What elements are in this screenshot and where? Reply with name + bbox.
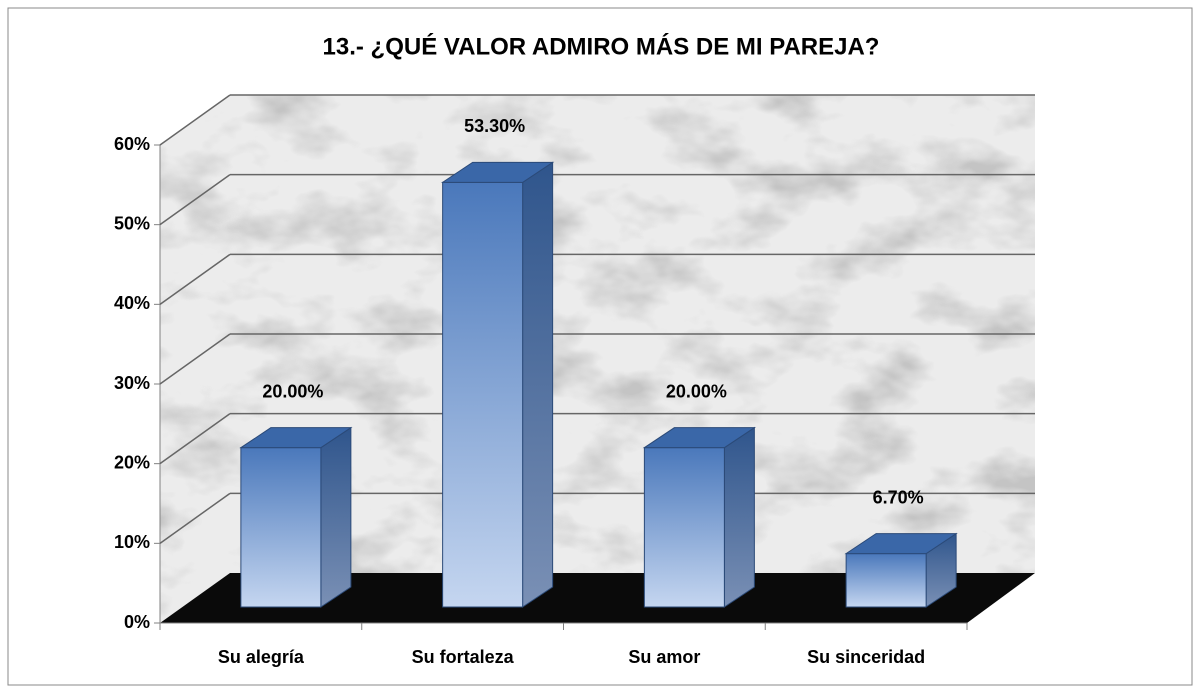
bar-side xyxy=(320,426,352,608)
grid-line xyxy=(159,94,231,146)
chart-title: 13.- ¿QUÉ VALOR ADMIRO MÁS DE MI PAREJA? xyxy=(323,32,880,60)
y-tick-label: 30% xyxy=(114,373,150,393)
grid-line xyxy=(159,413,231,465)
bar-top xyxy=(844,533,958,555)
y-tick-label: 10% xyxy=(114,532,150,552)
y-tick-label: 0% xyxy=(124,612,150,632)
bar-side xyxy=(723,426,755,608)
data-label: 20.00% xyxy=(666,381,727,401)
y-tick-label: 40% xyxy=(114,293,150,313)
bar-top xyxy=(239,427,353,449)
x-tick-label: Su alegría xyxy=(218,647,305,667)
y-tick-label: 20% xyxy=(114,452,150,472)
x-tick-label: Su fortaleza xyxy=(412,647,515,667)
floor xyxy=(160,573,1035,623)
bar xyxy=(643,447,725,608)
grid-line xyxy=(159,492,231,544)
bar-top xyxy=(440,161,555,183)
grid-line xyxy=(159,333,231,385)
bar-side xyxy=(522,161,554,608)
y-tick-label: 60% xyxy=(114,134,150,154)
y-tick-label: 50% xyxy=(114,213,150,233)
grid-line xyxy=(159,174,231,226)
bar xyxy=(442,181,524,608)
data-label: 20.00% xyxy=(262,381,323,401)
bar-top xyxy=(642,427,757,449)
data-label: 6.70% xyxy=(873,487,924,507)
data-label: 53.30% xyxy=(464,116,525,136)
bar xyxy=(845,553,927,608)
x-tick-label: Su sinceridad xyxy=(807,647,925,667)
bar xyxy=(240,447,322,608)
x-tick-label: Su amor xyxy=(628,647,700,667)
grid-line xyxy=(159,253,231,305)
